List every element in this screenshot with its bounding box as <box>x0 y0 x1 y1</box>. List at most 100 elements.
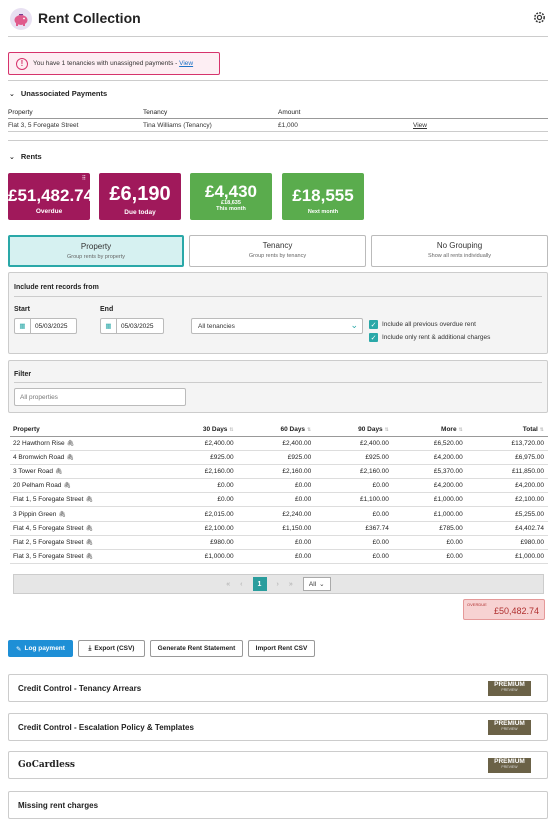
table-row[interactable]: 22 Hawthorn Rise 🖇 £2,400.00 £2,400.00 £2,40… <box>10 436 548 451</box>
amount-cell: £1,000.00 <box>466 549 548 565</box>
first-page-icon[interactable]: « <box>226 580 231 588</box>
chevron-down-icon: ⌄ <box>9 153 15 161</box>
credit-control-arrears-card[interactable]: Credit Control - Tenancy Arrears PREMIUM… <box>8 674 548 702</box>
gocardless-card[interactable]: GoCardless PREMIUM PREVIEW <box>8 751 548 779</box>
column-header[interactable]: Total ⇅ <box>466 424 548 437</box>
amount-cell: £980.00 <box>466 535 548 551</box>
page-button-current[interactable]: 1 <box>252 577 267 591</box>
divider <box>8 131 548 132</box>
page-size-value: All <box>308 580 317 588</box>
table-row[interactable]: Flat 1, 5 Foregate Street 🖇 £0.00 £0.00 £1,1… <box>10 492 548 508</box>
table-row[interactable]: 20 Pelham Road 🖇 £0.00 £0.00 £0.00 £4,200.00 £… <box>10 478 548 494</box>
end-date-field[interactable]: ▦ 05/03/2025 <box>100 318 164 334</box>
amount-cell: £11,850.00 <box>466 464 548 480</box>
premium-badge: PREMIUM PREVIEW <box>488 720 531 735</box>
table-row[interactable]: Flat 3, 5 Foregate Street 🖇 £1,000.00 £0.00… <box>10 549 548 565</box>
tile-subvalue: £18,635 <box>221 200 241 206</box>
paperclip-icon[interactable]: 🖇 <box>58 511 66 518</box>
column-header[interactable]: 60 Days ⇅ <box>237 424 316 437</box>
log-payment-button[interactable]: ✎ Log payment <box>8 640 73 657</box>
tile-label: This month <box>216 206 246 212</box>
paperclip-icon[interactable]: 🖇 <box>66 440 75 447</box>
column-header[interactable]: More ⇅ <box>392 424 467 437</box>
table-row[interactable]: 3 Pippin Green 🖇 £2,015.00 £2,240.00 £0.00 £1… <box>10 506 548 522</box>
divider <box>8 36 548 37</box>
group-subtitle: Group rents by tenancy <box>248 253 307 259</box>
include-rent-only-checkbox[interactable]: ✓ Include only rent & additional charges <box>369 333 490 342</box>
generate-statement-button[interactable]: Generate Rent Statement <box>150 640 243 657</box>
amount-cell: £2,015.00 <box>160 506 238 522</box>
alert-text: You have 1 tenancies with unassigned pay… <box>33 60 180 67</box>
due-today-tile[interactable]: £6,190 Due today <box>99 173 181 220</box>
amount-cell: £980.00 <box>160 535 238 551</box>
amount-cell: £1,100.00 <box>315 492 393 508</box>
amount-cell: £0.00 <box>160 478 238 494</box>
page-size-select[interactable]: All ⌄ <box>302 577 331 591</box>
amount-cell: £0.00 <box>237 478 316 494</box>
piggy-bank-icon <box>10 8 32 30</box>
paperclip-icon[interactable]: 🖇 <box>55 468 63 475</box>
property-cell: 3 Pippin Green 🖇 <box>10 506 160 522</box>
property-filter-input[interactable]: All properties <box>14 388 186 406</box>
export-csv-button[interactable]: ⤓ Export (CSV) <box>78 640 145 657</box>
this-month-tile[interactable]: £4,430 £18,635 This month <box>190 173 272 220</box>
last-page-icon[interactable]: » <box>288 580 293 588</box>
group-title: No Grouping <box>436 241 483 250</box>
next-month-tile[interactable]: £18,555 Next month <box>282 173 364 220</box>
table-row[interactable]: Flat 4, 5 Foregate Street 🖇 £2,100.00 £1,15… <box>10 521 548 536</box>
amount-cell: £6,520.00 <box>392 436 467 451</box>
checkbox-label: Include only rent & additional charges <box>382 334 491 341</box>
amount-cell: £2,400.00 <box>315 436 393 451</box>
start-date-field[interactable]: ▦ 05/03/2025 <box>14 318 77 334</box>
group-by-tenancy[interactable]: Tenancy Group rents by tenancy <box>189 235 366 267</box>
column-header[interactable]: Property <box>10 424 160 437</box>
overdue-tile[interactable]: ⠿ £51,482.74 Overdue <box>8 173 93 220</box>
ua-view-link[interactable]: View <box>413 122 427 129</box>
table-row[interactable]: 4 Bromwich Road 🖇 £925.00 £925.00 £925.00 £4,… <box>10 450 548 465</box>
amount-cell: £2,400.00 <box>237 436 316 451</box>
column-header[interactable]: 30 Days ⇅ <box>160 424 238 437</box>
group-by-property[interactable]: Property Group rents by property <box>8 235 184 267</box>
paperclip-icon[interactable]: 🖇 <box>63 483 72 490</box>
amount-cell: £2,100.00 <box>466 492 548 508</box>
paperclip-icon[interactable]: 🖇 <box>85 554 94 561</box>
column-header: Tenancy <box>143 109 168 116</box>
unassociated-section-toggle[interactable]: ⌄ Unassociated Payments <box>9 89 107 98</box>
no-grouping[interactable]: No Grouping Show all rents individually <box>371 235 548 267</box>
tile-label: Overdue <box>35 208 63 215</box>
missing-rent-charges-card[interactable]: Missing rent charges <box>8 791 548 819</box>
tile-label: Due today <box>124 209 156 216</box>
paperclip-icon[interactable]: 🖇 <box>85 539 94 546</box>
table-row[interactable]: 3 Tower Road 🖇 £2,160.00 £2,160.00 £2,160.00… <box>10 464 548 480</box>
tile-value: £18,555 <box>292 186 354 205</box>
amount-cell: £925.00 <box>160 450 238 465</box>
group-subtitle: Group rents by property <box>66 254 126 260</box>
property-cell: Flat 3, 5 Foregate Street 🖇 <box>10 549 160 565</box>
paperclip-icon[interactable]: 🖇 <box>85 497 94 504</box>
amount-cell: £5,370.00 <box>392 464 467 480</box>
column-header[interactable]: 90 Days ⇅ <box>315 424 393 437</box>
rents-section-toggle[interactable]: ⌄ Rents <box>9 152 42 161</box>
property-cell: Flat 4, 5 Foregate Street 🖇 <box>10 521 160 536</box>
tile-value: £6,190 <box>109 183 171 205</box>
include-overdue-checkbox[interactable]: ✓ Include all previous overdue rent <box>369 320 476 329</box>
overdue-total-value: £50,482.74 <box>493 606 539 616</box>
calendar-icon: ▦ <box>15 319 31 333</box>
paperclip-icon[interactable]: 🖇 <box>66 454 74 461</box>
import-csv-button[interactable]: Import Rent CSV <box>248 640 315 657</box>
chevron-down-icon: ⌄ <box>319 581 325 588</box>
alert-view-link[interactable]: View <box>179 60 194 67</box>
table-row[interactable]: Flat 2, 5 Foregate Street 🖇 £980.00 £0.00 £0… <box>10 535 548 551</box>
edit-icon: ✎ <box>16 645 22 653</box>
prev-page-icon[interactable]: ‹ <box>240 580 243 588</box>
amount-cell: £0.00 <box>315 535 393 551</box>
chevron-down-icon: ⌄ <box>9 90 15 98</box>
gear-icon[interactable] <box>532 10 548 26</box>
next-page-icon[interactable]: › <box>276 580 279 588</box>
paperclip-icon[interactable]: 🖇 <box>85 525 94 532</box>
tenancy-select[interactable]: All tenancies ⌄ <box>191 318 363 334</box>
credit-control-escalation-card[interactable]: Credit Control - Escalation Policy & Tem… <box>8 713 548 741</box>
divider <box>8 118 548 119</box>
property-cell: 22 Hawthorn Rise 🖇 <box>10 436 160 451</box>
amount-cell: £0.00 <box>392 535 467 551</box>
